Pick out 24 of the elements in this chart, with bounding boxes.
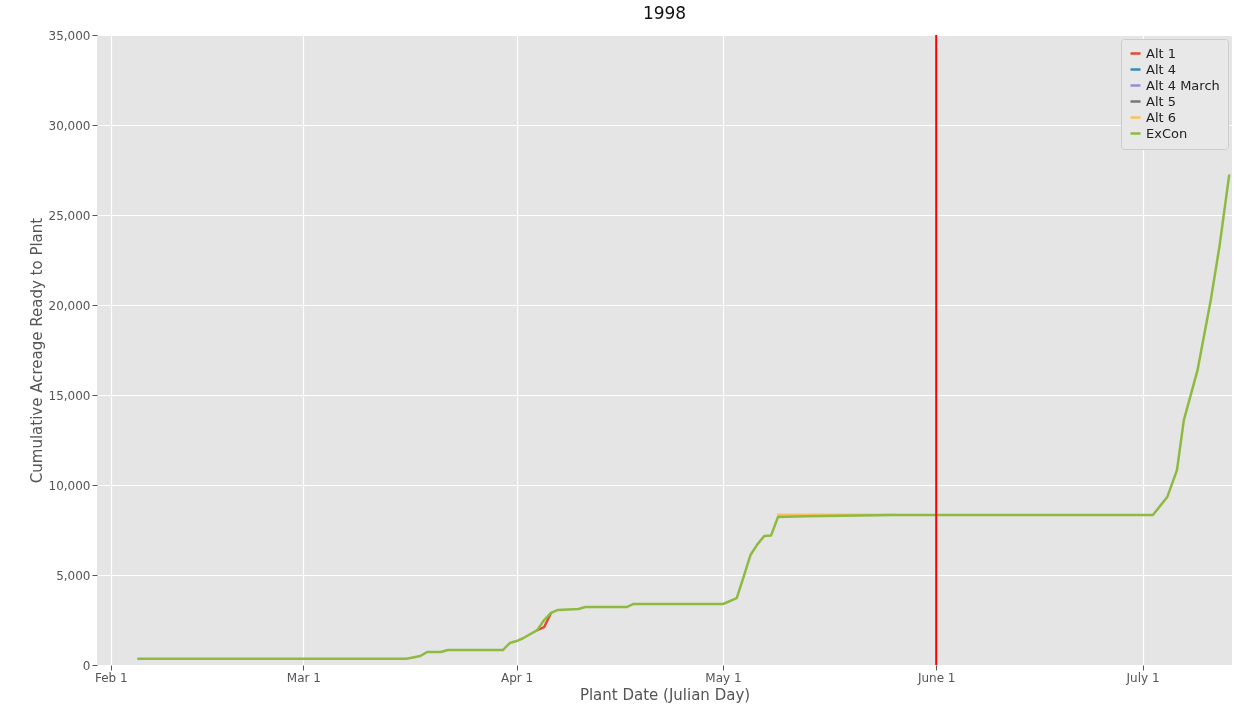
y-tick-label: 0 (82, 658, 91, 673)
y-tick-label: 20,000 (48, 298, 91, 313)
x-tick-label: July 1 (1125, 670, 1160, 685)
x-tick-label: June 1 (916, 670, 956, 685)
x-tick-label: Mar 1 (286, 670, 321, 685)
y-tick-label: 5,000 (56, 568, 91, 583)
y-tick-label: 10,000 (48, 478, 91, 493)
line-series (137, 174, 1231, 660)
legend-label: Alt 4 March (1146, 77, 1220, 93)
x-axis-title: Plant Date (Julian Day) (579, 685, 751, 704)
x-tick-label: Feb 1 (94, 670, 128, 685)
legend-label: Alt 5 (1146, 93, 1177, 109)
y-tick-label: 25,000 (48, 208, 91, 223)
legend-label: Alt 4 (1146, 61, 1177, 77)
y-axis-title: Cumulative Acreage Ready to Plant (27, 217, 46, 484)
x-tick-label: May 1 (705, 670, 742, 685)
y-tick-label: 35,000 (48, 28, 91, 43)
y-tick-label: 15,000 (48, 388, 91, 403)
chart-title: 1998 (642, 3, 687, 23)
legend-label: ExCon (1146, 125, 1188, 141)
y-tick-label: 30,000 (48, 118, 91, 133)
legend-label: Alt 6 (1146, 109, 1177, 125)
legend-label: Alt 1 (1146, 45, 1177, 61)
x-tick-label: Apr 1 (501, 670, 534, 685)
